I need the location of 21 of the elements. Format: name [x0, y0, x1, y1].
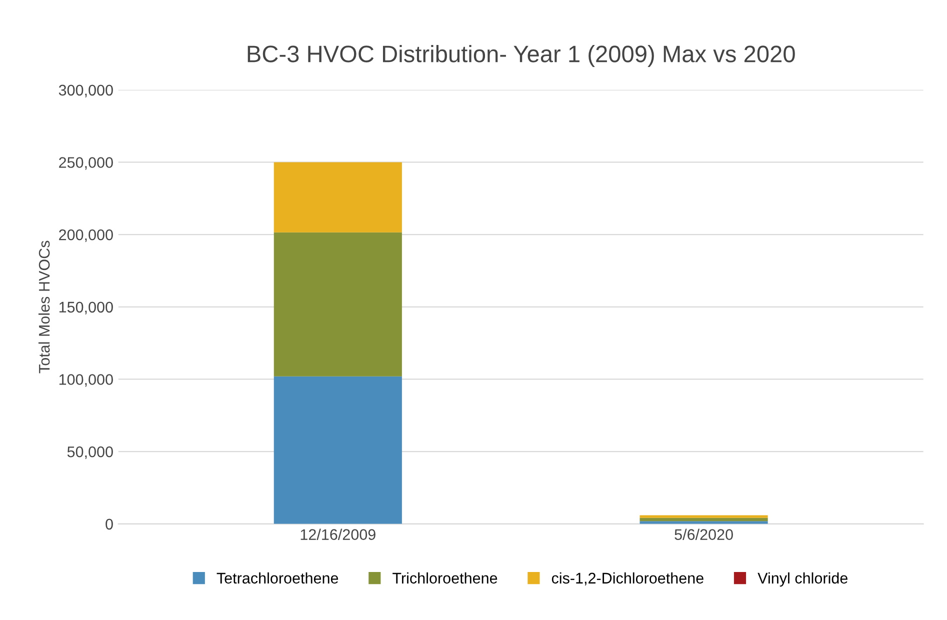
bar	[274, 232, 402, 376]
bar	[274, 162, 402, 232]
chart-title: BC-3 HVOC Distribution- Year 1 (2009) Max vs 2020	[248, 45, 795, 68]
y-tick-label: 200,000	[59, 229, 113, 242]
y-tick-label: 50,000	[67, 446, 113, 460]
x-tick-label: 12/16/2009	[300, 528, 376, 540]
y-tick-label: 150,000	[59, 302, 113, 314]
y-tick-label: 300,000	[58, 84, 113, 98]
y-tick-label: 250,000	[59, 157, 113, 170]
legend-label: Tetrachloroethene	[216, 572, 338, 584]
bar	[640, 515, 768, 518]
y-tick-label: 100,000	[59, 374, 113, 387]
bar	[640, 518, 768, 522]
bar	[274, 376, 402, 524]
bar	[640, 521, 768, 524]
legend-label: cis-1,2-Dichloroethene	[552, 572, 704, 586]
legend-label: Trichloroethene	[392, 572, 498, 584]
legend-label: Vinyl chloride	[758, 572, 848, 587]
y-tick-label: 0	[106, 518, 113, 530]
x-tick-label: 5/6/2020	[674, 528, 733, 540]
y-axis-title: Total Moles HVOCs	[38, 240, 50, 374]
